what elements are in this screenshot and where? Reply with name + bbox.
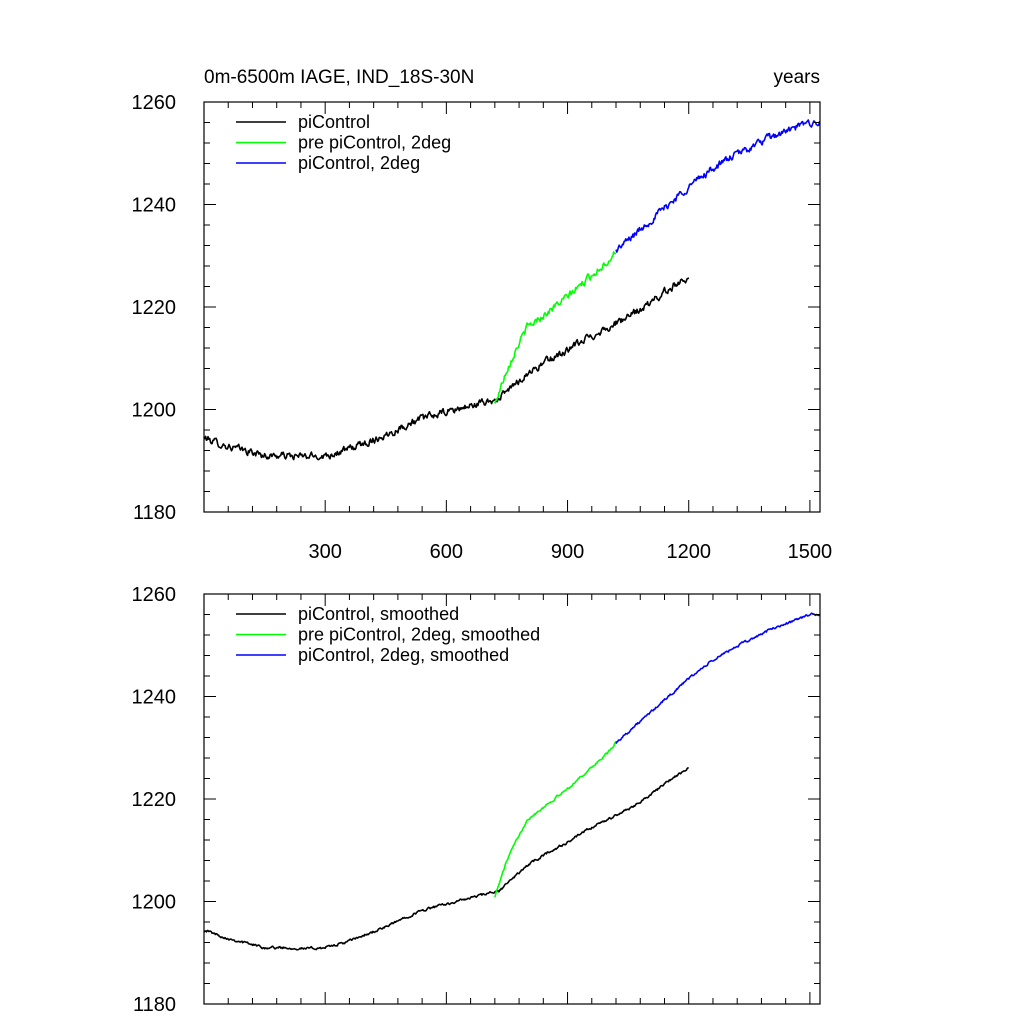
x-tick-label: 1200 <box>666 541 711 563</box>
y-tick-label: 1260 <box>132 584 177 606</box>
y-tick-label: 1220 <box>132 789 177 811</box>
legend-label: piControl, smoothed <box>298 604 459 624</box>
top-panel: 1180 1200 1220 1240 1260 300 600 900 1200 1500 piC… <box>132 92 833 563</box>
y-tick-label: 1240 <box>132 687 177 709</box>
x-tick-label: 300 <box>308 541 341 563</box>
series-line-picontrol <box>203 277 690 461</box>
chart-title-right: years <box>774 67 820 88</box>
series-line-picontrol-2deg <box>615 119 821 253</box>
series-line-pre-picontrol-2deg <box>494 251 617 404</box>
x-tick-label: 1500 <box>788 541 833 563</box>
chart-title-left: 0m-6500m IAGE, IND_18S-30N <box>204 67 474 88</box>
y-tick-label: 1220 <box>132 297 177 319</box>
legend-label: piControl, 2deg <box>298 153 420 173</box>
y-tick-label: 1180 <box>133 502 176 524</box>
x-tick-label: 900 <box>551 541 584 563</box>
y-tick-label: 1180 <box>133 994 176 1016</box>
legend-label: pre piControl, 2deg, smoothed <box>298 625 540 645</box>
y-tick-label: 1240 <box>132 195 177 217</box>
series-line-picontrol-2deg-smoothed <box>615 612 821 744</box>
series-line-picontrol-smoothed <box>203 767 689 951</box>
y-tick-label: 1260 <box>132 92 177 114</box>
legend-label: piControl <box>298 112 370 132</box>
legend-label: pre piControl, 2deg <box>298 133 451 153</box>
legend-label: piControl, 2deg, smoothed <box>298 645 509 665</box>
y-tick-label: 1200 <box>132 892 177 914</box>
series-line-pre-picontrol-2deg-smoothed <box>494 740 617 898</box>
y-tick-label: 1200 <box>132 400 177 422</box>
x-tick-label: 600 <box>430 541 463 563</box>
